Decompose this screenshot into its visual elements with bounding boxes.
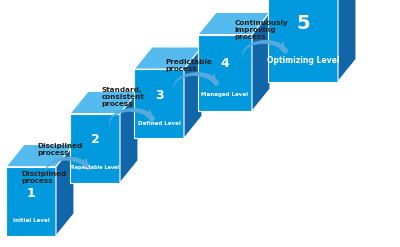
Polygon shape (120, 91, 138, 183)
Polygon shape (70, 91, 138, 114)
Text: Optimizing Level: Optimizing Level (267, 56, 339, 65)
Polygon shape (338, 0, 356, 82)
Text: 3: 3 (155, 89, 163, 102)
Text: 1: 1 (27, 186, 35, 200)
Polygon shape (56, 144, 74, 236)
Polygon shape (184, 47, 202, 138)
Text: Continuously
improving
process: Continuously improving process (234, 20, 288, 40)
Polygon shape (6, 144, 74, 167)
Polygon shape (198, 35, 252, 111)
Polygon shape (6, 167, 56, 236)
Text: Repeatable Level: Repeatable Level (71, 165, 119, 170)
Text: 5: 5 (296, 14, 310, 33)
Text: 2: 2 (91, 133, 99, 146)
Polygon shape (268, 0, 338, 82)
Text: Disciplined
process: Disciplined process (22, 171, 67, 184)
Text: Defined Level: Defined Level (138, 121, 180, 126)
Text: Disciplined
process: Disciplined process (38, 143, 83, 156)
Polygon shape (70, 114, 120, 183)
Polygon shape (134, 47, 202, 69)
Polygon shape (252, 12, 270, 111)
Text: Predictable
process: Predictable process (166, 59, 212, 72)
Text: Standard,
consistent
process: Standard, consistent process (102, 87, 144, 107)
Text: Initial Level: Initial Level (13, 218, 49, 223)
Text: Managed Level: Managed Level (202, 92, 248, 97)
Polygon shape (198, 12, 270, 35)
Text: 4: 4 (221, 57, 229, 70)
Polygon shape (134, 69, 184, 138)
